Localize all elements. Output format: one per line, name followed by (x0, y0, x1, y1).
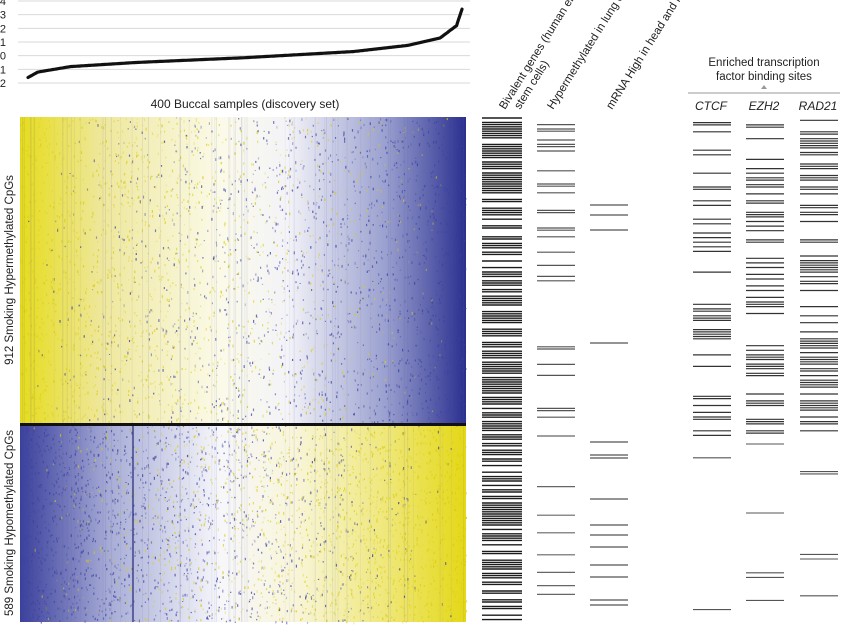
tf-group-title-line2: factor binding sites (716, 71, 812, 83)
y-tick-labels: 4 32 1 0-1 -2 (0, 0, 6, 90)
tf-binding-tracks (693, 119, 838, 611)
index-line-plot: 4 32 1 0-1 -2 400 Buccal samples (discovery … (0, 0, 470, 111)
tf-label-ezh2: EZH2 (749, 99, 780, 113)
heatmap-texture (20, 117, 468, 625)
y-tick-label: 2 (0, 23, 6, 35)
row-group-label-hyper: 912 Smoking Hypermethylated CpGs (4, 175, 16, 365)
track-lung-cancer (537, 123, 575, 596)
x-axis-label: 400 Buccal samples (discovery set) (151, 97, 340, 111)
methylation-heatmap: 912 Smoking Hypermethylated CpGs 589 Smo… (4, 117, 468, 625)
y-tick-label: 1 (0, 37, 6, 49)
y-tick-label: 4 (0, 0, 6, 8)
track-label-mrna: mRNA High in head and neck cancer (604, 0, 714, 112)
y-tick-label: -2 (0, 78, 6, 90)
tf-label-ctcf: CTCF (695, 99, 728, 113)
heatmap-hypo-block (20, 425, 466, 622)
y-tick-label: -1 (0, 64, 6, 76)
annotation-tracks: Bivalent genes (human embryonic stem cel… (482, 0, 840, 621)
tf-group-bracket-tick (761, 85, 767, 89)
heatmap-hyper-block (20, 117, 466, 424)
smoking-index-curve (26, 7, 464, 80)
y-gridlines (18, 0, 470, 84)
track-mrna-head-neck (590, 204, 628, 606)
tf-group-title-line1: Enriched transcription (708, 57, 819, 69)
row-group-label-hypo: 589 Smoking Hypomethylated CpGs (4, 430, 16, 616)
tf-label-rad21: RAD21 (799, 99, 838, 113)
y-tick-label: 3 (0, 10, 6, 22)
track-bivalent-genes (482, 117, 522, 621)
y-tick-label: 0 (0, 51, 6, 63)
